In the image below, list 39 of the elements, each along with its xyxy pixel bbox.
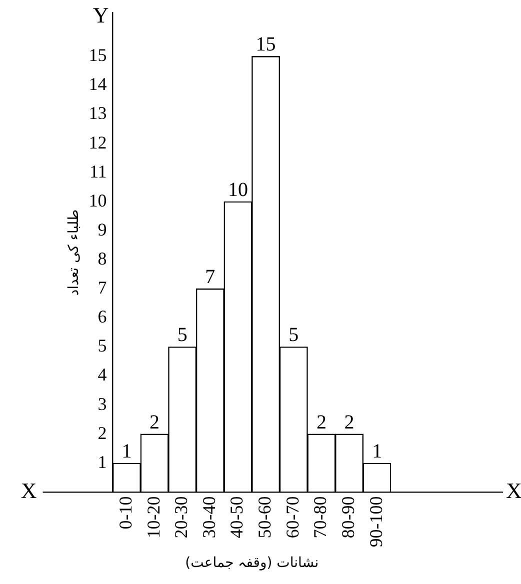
- x-tick-label: 70-80: [310, 496, 330, 538]
- data-label: 2: [150, 411, 160, 434]
- x-tick-label: 30-40: [198, 496, 219, 538]
- data-label: 2: [344, 411, 354, 434]
- x-tick-label: 60-70: [282, 496, 302, 538]
- y-tick-label: 1: [98, 452, 107, 472]
- data-label: 2: [316, 411, 326, 434]
- data-label: 5: [177, 324, 188, 346]
- y-axis-title: طلباء کی تعداد: [66, 209, 82, 296]
- x-tick-label: 20-30: [171, 496, 192, 538]
- y-tick-label: 9: [98, 219, 107, 240]
- text: Y: [92, 2, 109, 28]
- text: X: [20, 478, 37, 503]
- y-tick-label: 6: [98, 306, 107, 327]
- data-label: 7: [205, 266, 216, 288]
- data-label: 1: [372, 440, 382, 462]
- x-tick-label: 40-50: [226, 496, 247, 538]
- y-tick-label: 13: [88, 103, 107, 124]
- y-tick-label: 8: [98, 248, 107, 268]
- data-label: 15: [256, 34, 276, 56]
- y-tick-label: 5: [98, 336, 107, 356]
- x-tick-label: 50-60: [254, 496, 275, 538]
- data-label: 5: [288, 324, 299, 346]
- x-tick-label: 10-20: [143, 496, 164, 538]
- y-tick-label: 11: [89, 161, 107, 182]
- y-tick-label: 2: [98, 422, 107, 443]
- x-tick-label: 0-10: [115, 496, 136, 530]
- y-tick-label: 10: [88, 190, 107, 210]
- x-tick-label: 90-100: [366, 496, 386, 548]
- data-label: 1: [122, 440, 132, 462]
- x-axis-title: نشانات (وقفہ جماعت): [185, 555, 319, 572]
- y-tick-label: 14: [88, 74, 107, 94]
- y-tick-label: 12: [88, 132, 107, 152]
- y-tick-label: 3: [98, 394, 107, 414]
- x-tick-label: 80-90: [338, 496, 358, 538]
- data-label: 10: [228, 178, 248, 201]
- y-tick-label: 15: [88, 45, 107, 66]
- y-tick-label: 4: [98, 364, 107, 385]
- y-tick-label: 7: [98, 278, 107, 298]
